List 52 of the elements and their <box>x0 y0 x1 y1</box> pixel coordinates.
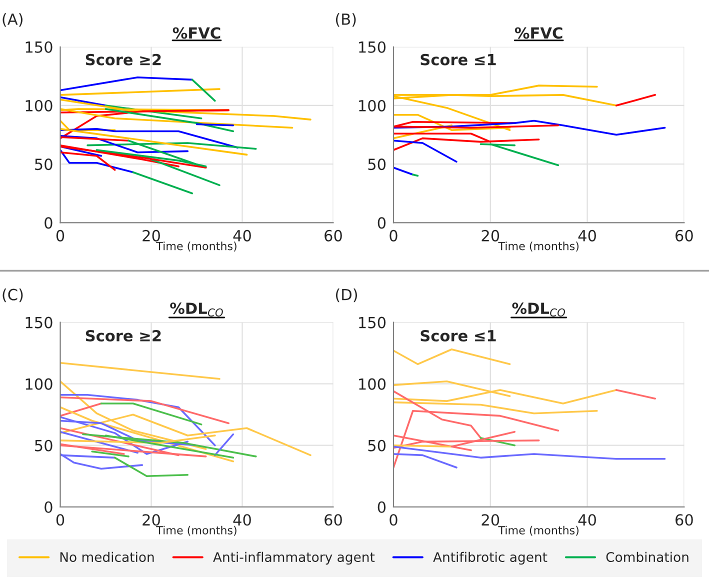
y-tick-label: 150 <box>359 41 386 53</box>
legend-label: Anti-inflammatory agent <box>213 552 375 565</box>
y-tick-label: 100 <box>26 378 52 390</box>
chart-subtitle: Score ≤1 <box>420 54 496 66</box>
x-axis-title: Time (months) <box>498 242 579 252</box>
x-tick-label: 0 <box>56 514 64 526</box>
chart-title: %FVC <box>514 27 562 39</box>
text: (C) <box>2 288 23 302</box>
y-tick-label: 0 <box>44 217 52 229</box>
y-tick-label: 50 <box>35 440 52 452</box>
x-tick-label: 20 <box>142 230 160 242</box>
x-axis-title: Time (months) <box>498 526 579 536</box>
y-tick-label: 150 <box>26 41 52 53</box>
x-tick-label: 0 <box>390 230 398 242</box>
x-tick-label: 60 <box>676 230 693 242</box>
legend-label: No medication <box>60 552 154 562</box>
x-tick-label: 0 <box>390 514 398 526</box>
y-tick-label: 100 <box>26 100 52 112</box>
y-tick-label: 100 <box>359 378 386 390</box>
y-tick-label: 150 <box>26 316 52 328</box>
x-tick-label: 60 <box>324 514 342 526</box>
y-tick-label: 50 <box>35 158 52 170</box>
chart-subtitle: Score ≤1 <box>420 330 496 342</box>
chart-subtitle: Score ≥2 <box>86 330 161 342</box>
x-tick-label: 40 <box>578 514 596 526</box>
x-tick-label: 20 <box>482 230 500 242</box>
text: (A) <box>2 13 22 27</box>
y-tick-label: 100 <box>359 100 386 112</box>
x-axis-title: Time (months) <box>156 242 236 252</box>
legend-label: Combination <box>606 552 688 562</box>
y-tick-label: 50 <box>368 158 386 170</box>
x-tick-label: 20 <box>482 514 500 526</box>
chart-title: %DL$_{CO}$ <box>512 302 566 317</box>
chart-subtitle: Score ≥2 <box>86 54 161 66</box>
y-tick-label: 0 <box>378 501 386 513</box>
x-axis-title: Time (months) <box>156 526 236 536</box>
y-tick-label: 150 <box>359 316 386 328</box>
x-tick-label: 40 <box>233 230 251 242</box>
x-tick-label: 20 <box>142 514 160 526</box>
x-tick-label: 60 <box>676 514 693 526</box>
text: (D) <box>336 288 358 302</box>
x-tick-label: 60 <box>324 230 342 242</box>
legend-label: Antifibrotic agent <box>433 552 548 565</box>
y-tick-label: 50 <box>368 440 386 452</box>
chart-title: %DL$_{CO}$ <box>170 302 223 317</box>
y-tick-label: 0 <box>378 217 386 229</box>
text: (B) <box>336 13 356 27</box>
x-tick-label: 0 <box>56 230 64 242</box>
chart-title: %FVC <box>172 27 220 39</box>
y-tick-label: 0 <box>44 501 52 513</box>
x-tick-label: 40 <box>578 230 596 242</box>
x-tick-label: 40 <box>233 514 251 526</box>
